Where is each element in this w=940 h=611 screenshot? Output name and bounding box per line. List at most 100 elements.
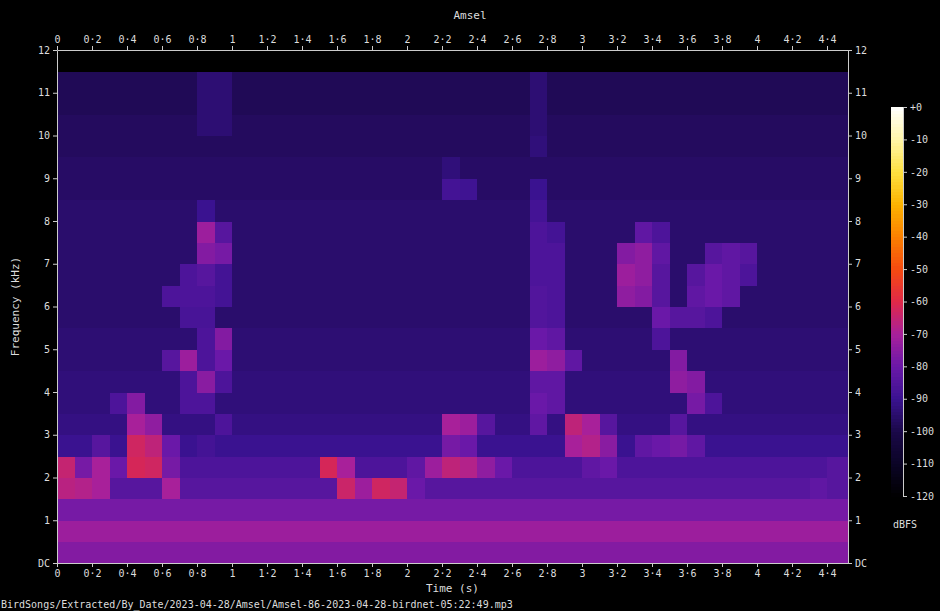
tick-label: -110 [910, 458, 934, 469]
spectrogram-cell [635, 520, 653, 542]
spectrogram-cell [355, 435, 373, 457]
colorbar-swatch [891, 386, 903, 390]
tick-mark [903, 204, 907, 205]
spectrogram-cell [180, 542, 198, 563]
tick: 1·2 [258, 34, 276, 50]
spectrogram-cell [162, 328, 180, 350]
spectrogram-cell [792, 200, 810, 222]
spectrogram-cell [757, 392, 775, 414]
spectrogram-cell [827, 285, 848, 307]
spectrogram-cell [705, 542, 723, 563]
tick-label: 10 [38, 130, 50, 141]
tick-label: 3·4 [643, 34, 661, 45]
tick-mark [903, 431, 907, 432]
spectrogram-cell [705, 520, 723, 542]
spectrogram-cell [250, 478, 268, 500]
spectrogram-cell [687, 307, 705, 329]
spectrogram-cell [687, 478, 705, 500]
spectrogram-cell [495, 542, 513, 563]
spectrogram-cell [232, 136, 250, 158]
spectrogram-cell [390, 456, 408, 478]
spectrogram-cell [477, 93, 495, 115]
spectrogram-cell [110, 50, 128, 72]
tick-label: 3·6 [678, 568, 696, 579]
tick-label: 0 [54, 34, 60, 45]
spectrogram-cell [425, 114, 443, 136]
spectrogram-cell [442, 50, 460, 72]
tick-label: 0·6 [153, 568, 171, 579]
spectrogram-cell [250, 200, 268, 222]
spectrogram-cell [442, 157, 460, 179]
spectrogram-cell [775, 221, 793, 243]
spectrogram-cell [75, 157, 93, 179]
spectrogram-cell [372, 413, 390, 435]
spectrogram-cell [600, 93, 618, 115]
spectrogram-cell [740, 114, 758, 136]
spectrogram-cell [442, 456, 460, 478]
spectrogram-cell [652, 242, 670, 264]
colorbar-swatch [891, 379, 903, 383]
spectrogram-cell [57, 200, 75, 222]
colorbar-swatch [891, 460, 903, 464]
tick-mark [477, 46, 478, 50]
spectrogram-cell [232, 456, 250, 478]
tick-mark [53, 563, 57, 564]
spectrogram-cell [687, 499, 705, 521]
spectrogram-cell [740, 542, 758, 563]
colorbar-swatch [891, 123, 903, 127]
spectrogram-cell [145, 456, 163, 478]
tick: 2 [404, 34, 410, 50]
colorbar-swatch [891, 324, 903, 328]
spectrogram-cell [215, 371, 233, 393]
tick-mark [57, 563, 58, 567]
spectrogram-cell [197, 328, 215, 350]
spectrogram-cell [215, 114, 233, 136]
spectrogram-cell [687, 50, 705, 72]
spectrogram-cell [460, 392, 478, 414]
spectrogram-cell [320, 349, 338, 371]
spectrogram-cell [250, 264, 268, 286]
tick: 12 [38, 45, 57, 56]
spectrogram-cell [705, 307, 723, 329]
spectrogram-cell [565, 285, 583, 307]
tick-label: DC [855, 558, 867, 569]
spectrogram-cell [425, 221, 443, 243]
spectrogram-cell [617, 307, 635, 329]
tick-label: 4 [754, 568, 760, 579]
spectrogram-cell [652, 392, 670, 414]
spectrogram-cell [337, 50, 355, 72]
spectrogram-cell [162, 413, 180, 435]
colorbar-swatch [891, 373, 903, 377]
tick: 6 [44, 301, 57, 312]
spectrogram-cell [670, 542, 688, 563]
tick-label: 6 [44, 301, 50, 312]
spectrogram-cell [145, 328, 163, 350]
spectrogram-cell [390, 478, 408, 500]
spectrogram-cell [372, 178, 390, 200]
spectrogram-cell [162, 242, 180, 264]
spectrogram-cell [477, 499, 495, 521]
spectrogram-cell [670, 435, 688, 457]
spectrogram-cell [407, 114, 425, 136]
spectrogram-cell [180, 371, 198, 393]
tick-label: 4 [44, 387, 50, 398]
spectrogram-cell [355, 285, 373, 307]
tick: 5 [44, 344, 57, 355]
spectrogram-cell [162, 178, 180, 200]
spectrogram-cell [512, 349, 530, 371]
spectrogram-cell [722, 542, 740, 563]
tick: 4 [754, 34, 760, 50]
tick-mark [903, 237, 907, 238]
spectrogram-cell [635, 413, 653, 435]
spectrogram-cell [407, 520, 425, 542]
spectrogram-cell [792, 456, 810, 478]
spectrogram-cell [372, 371, 390, 393]
tick: 2 [848, 472, 861, 483]
spectrogram-cell [547, 264, 565, 286]
spectrogram-cell [547, 71, 565, 93]
spectrogram-cell [197, 242, 215, 264]
spectrogram-cell [792, 371, 810, 393]
spectrogram-cell [722, 242, 740, 264]
spectrogram-cell [320, 178, 338, 200]
spectrogram-cell [390, 307, 408, 329]
